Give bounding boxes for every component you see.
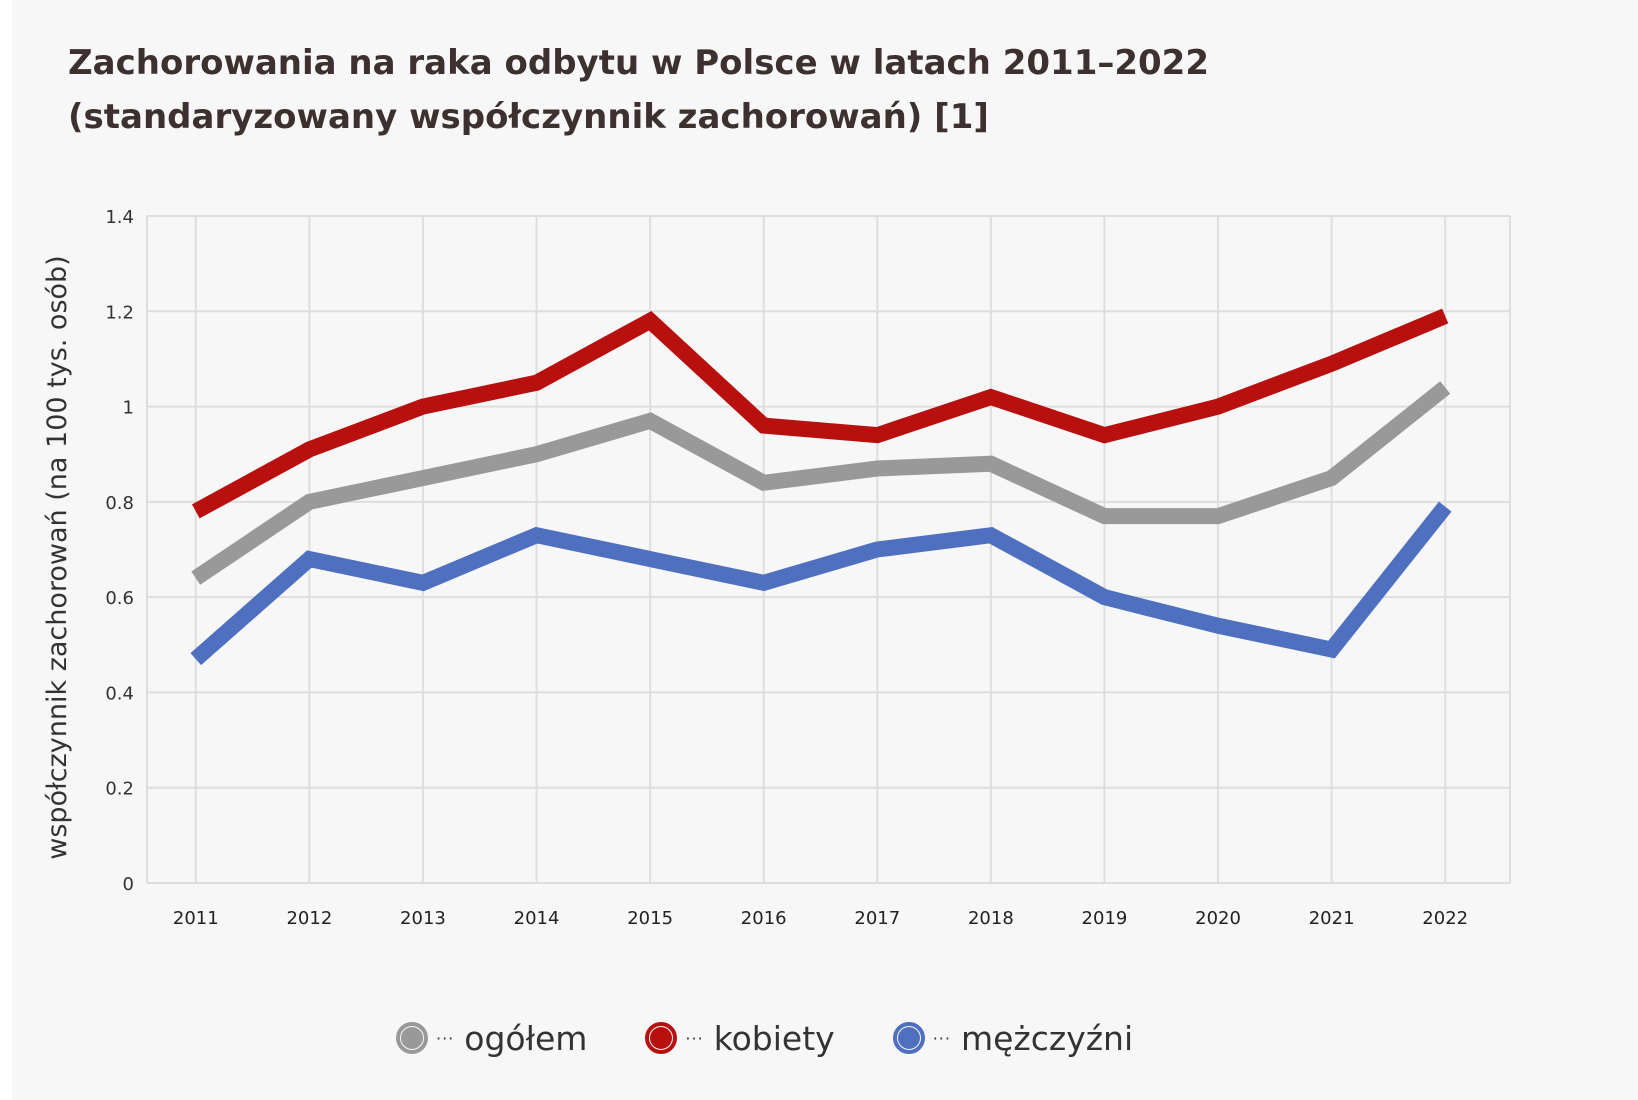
y-tick-label: 0.2	[105, 779, 134, 800]
x-tick-label: 2015	[627, 908, 673, 929]
series-line-kobiety	[191, 308, 1449, 519]
chart-panel	[12, 0, 1638, 1100]
y-tick-label: 1	[123, 398, 134, 419]
x-tick-label: 2020	[1195, 908, 1241, 929]
legend-item-mezczyzni[interactable]: ··· mężczyźni	[892, 1018, 1134, 1058]
chart-title-line-1: Zachorowania na raka odbytu w Polsce w l…	[68, 43, 1209, 83]
y-tick-label: 0.8	[105, 493, 134, 514]
legend-marker-icon	[892, 1022, 925, 1054]
legend-dots: ···	[685, 1028, 704, 1048]
legend-label: kobiety	[713, 1018, 835, 1058]
x-tick-label: 2019	[1082, 908, 1128, 929]
x-tick-label: 2013	[400, 908, 446, 929]
chart-title-line-2: (standaryzowany współczynnik zachorowań)…	[68, 97, 989, 137]
series-line-ogółem	[191, 381, 1451, 585]
legend-dots: ···	[932, 1028, 951, 1048]
legend-dots: ···	[436, 1028, 455, 1048]
x-tick-label: 2012	[286, 908, 332, 929]
legend-label: mężczyźni	[960, 1018, 1134, 1058]
legend-marker-icon	[645, 1022, 678, 1054]
y-tick-label: 1.2	[105, 302, 134, 323]
y-tick-label: 0.4	[105, 683, 134, 704]
y-tick-label: 0	[123, 874, 134, 895]
series-line-mężczyźni	[190, 501, 1452, 666]
y-axis-label: współczynnik zachorowań (na 100 tys. osó…	[42, 255, 73, 859]
chart-title: Zachorowania na raka odbytu w Polsce w l…	[68, 36, 1468, 144]
x-tick-label: 2017	[854, 908, 900, 929]
legend-item-kobiety[interactable]: ··· kobiety	[645, 1018, 835, 1058]
y-tick-label: 1.4	[105, 207, 134, 228]
x-tick-label: 2022	[1422, 908, 1468, 929]
legend-item-ogolem[interactable]: ··· ogółem	[396, 1019, 587, 1058]
legend-marker-icon	[396, 1022, 428, 1054]
x-tick-label: 2021	[1309, 908, 1355, 929]
x-tick-label: 2014	[514, 908, 560, 929]
chart-legend: ··· ogółem ··· kobiety ··· mężczyźni	[396, 1010, 1191, 1066]
x-tick-label: 2016	[741, 908, 787, 929]
y-tick-label: 0.6	[105, 588, 134, 609]
legend-label: ogółem	[464, 1018, 588, 1058]
x-tick-label: 2018	[968, 908, 1014, 929]
x-tick-label: 2011	[173, 908, 219, 929]
